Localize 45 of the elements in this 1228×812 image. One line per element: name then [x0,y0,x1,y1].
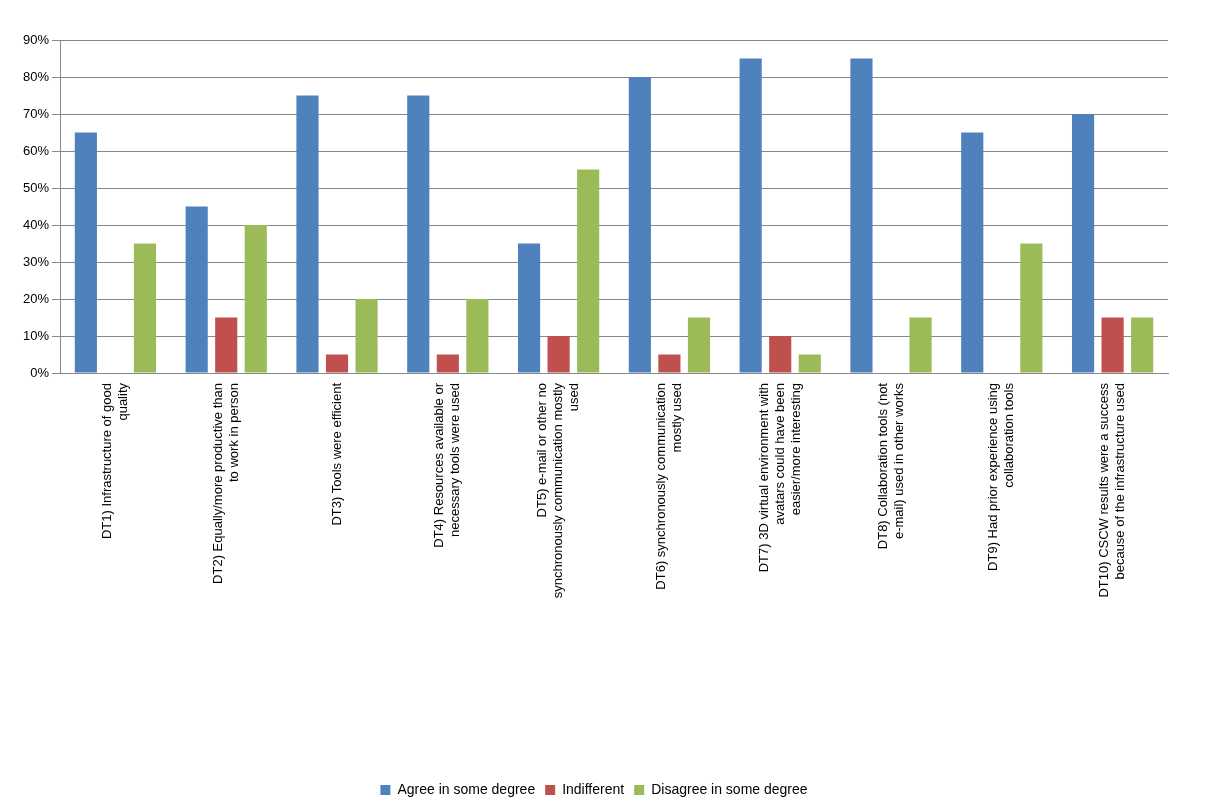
y-tick-label: 40% [22,216,50,232]
bar [850,58,873,373]
y-tick-label: 20% [22,290,50,306]
y-tick-label: 80% [22,68,50,84]
y-tick-label: 10% [22,327,50,343]
bar [244,225,267,373]
x-tick-label: DT1) Infrastructure of good quality [99,382,130,540]
bar [1101,317,1124,373]
bar [577,169,600,373]
bar [436,354,459,373]
y-tick-label: 0% [30,364,50,380]
bar [961,132,984,373]
bar [74,132,97,373]
bar [1071,114,1095,373]
bar [739,58,762,373]
x-tick-label: DT4) Resources available or necessary tools were used [431,382,463,548]
bar [517,243,541,373]
bar [1131,317,1154,373]
bar [769,336,792,373]
y-tick-label: 60% [22,142,50,158]
y-tick-label: 70% [22,105,50,121]
bar [325,354,349,373]
bar [687,317,711,373]
x-tick-label: DT5) e-mail or other no synchronously communication mostly used [534,382,582,599]
bar [185,206,208,373]
x-tick-label: DT3) Tools were efficient [328,382,344,526]
y-tick-label: 30% [22,253,50,269]
y-tick-label: 50% [22,179,50,195]
bar [628,77,651,373]
y-tick-label: 90% [22,31,50,47]
bar [407,95,430,373]
legend-label: Disagree in some degree [651,780,808,797]
bar [296,95,319,373]
bar [1020,243,1043,373]
bar [798,354,821,373]
bar [133,243,157,373]
legend-label: Agree in some degree [397,780,536,797]
bar [355,299,378,373]
bar [547,336,570,373]
bar [215,317,238,373]
legend-label: Indifferent [562,780,625,797]
bar [466,299,489,373]
bar [909,317,932,373]
bar [658,354,681,373]
x-tick-label: DT6) synchronously communication mostly used [652,383,684,590]
